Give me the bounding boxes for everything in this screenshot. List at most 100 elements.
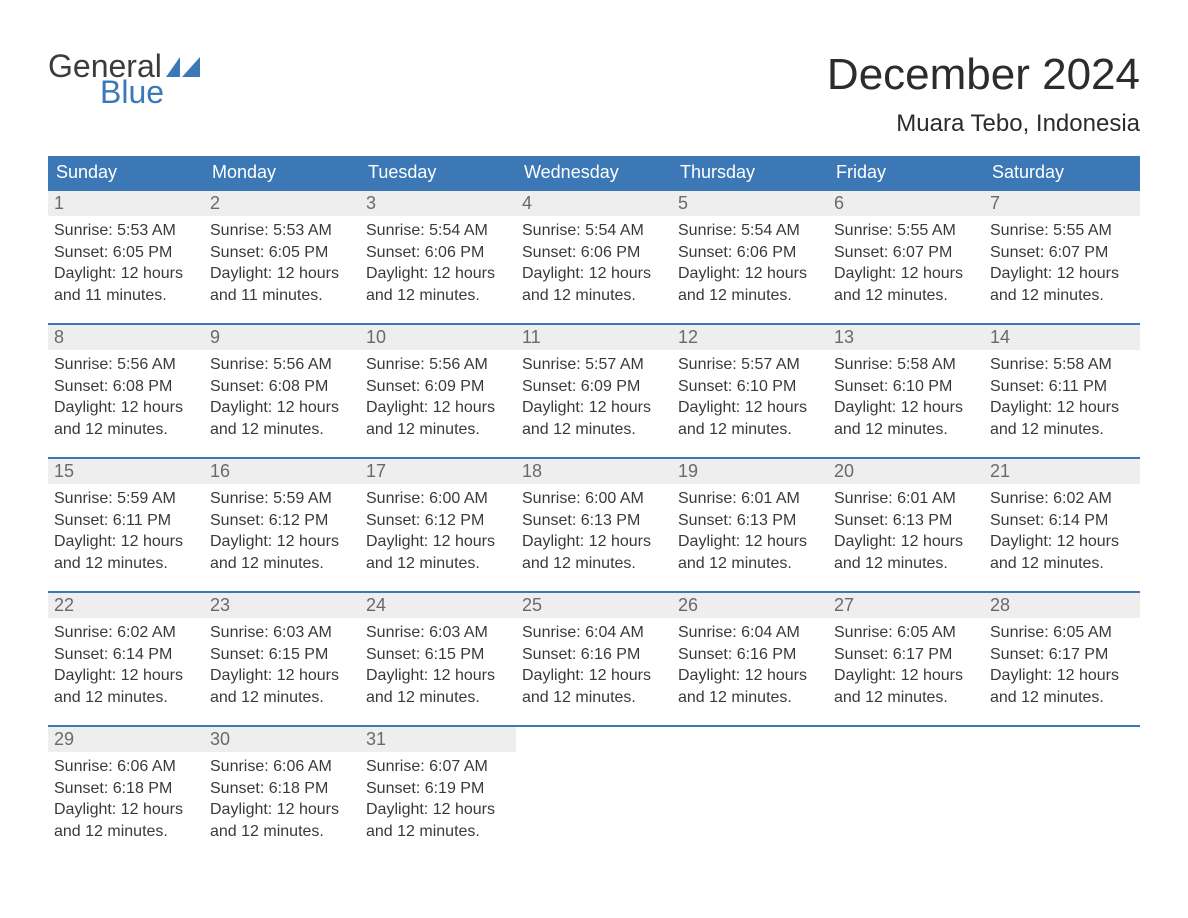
daylight-line: Daylight: 12 hours and 12 minutes. — [54, 397, 198, 440]
daylight-line: Daylight: 12 hours and 12 minutes. — [522, 263, 666, 306]
day-details: Sunrise: 6:01 AMSunset: 6:13 PMDaylight:… — [828, 484, 984, 574]
day-details: Sunrise: 6:05 AMSunset: 6:17 PMDaylight:… — [828, 618, 984, 708]
day-cell — [828, 727, 984, 845]
daylight-line: Daylight: 12 hours and 12 minutes. — [366, 799, 510, 842]
day-details: Sunrise: 5:54 AMSunset: 6:06 PMDaylight:… — [516, 216, 672, 306]
day-cell — [516, 727, 672, 845]
sunrise-line: Sunrise: 5:59 AM — [54, 488, 198, 510]
day-details: Sunrise: 5:56 AMSunset: 6:09 PMDaylight:… — [360, 350, 516, 440]
day-cell: 25Sunrise: 6:04 AMSunset: 6:16 PMDayligh… — [516, 593, 672, 711]
daylight-line: Daylight: 12 hours and 12 minutes. — [990, 665, 1134, 708]
day-number: 12 — [672, 325, 828, 350]
day-cell: 1Sunrise: 5:53 AMSunset: 6:05 PMDaylight… — [48, 191, 204, 309]
day-details: Sunrise: 5:54 AMSunset: 6:06 PMDaylight:… — [672, 216, 828, 306]
sunrise-line: Sunrise: 5:56 AM — [54, 354, 198, 376]
day-cell: 31Sunrise: 6:07 AMSunset: 6:19 PMDayligh… — [360, 727, 516, 845]
day-number: 28 — [984, 593, 1140, 618]
sunset-line: Sunset: 6:06 PM — [366, 242, 510, 264]
sunrise-line: Sunrise: 5:57 AM — [678, 354, 822, 376]
daylight-line: Daylight: 12 hours and 12 minutes. — [366, 665, 510, 708]
day-details: Sunrise: 5:57 AMSunset: 6:09 PMDaylight:… — [516, 350, 672, 440]
day-details: Sunrise: 6:05 AMSunset: 6:17 PMDaylight:… — [984, 618, 1140, 708]
sunset-line: Sunset: 6:18 PM — [210, 778, 354, 800]
daylight-line: Daylight: 12 hours and 12 minutes. — [678, 263, 822, 306]
day-number: 26 — [672, 593, 828, 618]
sunset-line: Sunset: 6:10 PM — [834, 376, 978, 398]
day-details: Sunrise: 6:03 AMSunset: 6:15 PMDaylight:… — [360, 618, 516, 708]
sunrise-line: Sunrise: 5:57 AM — [522, 354, 666, 376]
sunrise-line: Sunrise: 5:54 AM — [366, 220, 510, 242]
daylight-line: Daylight: 12 hours and 12 minutes. — [366, 397, 510, 440]
daylight-line: Daylight: 12 hours and 12 minutes. — [210, 531, 354, 574]
day-cell — [672, 727, 828, 845]
day-number: 17 — [360, 459, 516, 484]
day-cell: 19Sunrise: 6:01 AMSunset: 6:13 PMDayligh… — [672, 459, 828, 577]
daylight-line: Daylight: 12 hours and 12 minutes. — [990, 397, 1134, 440]
day-number: 24 — [360, 593, 516, 618]
day-cell: 17Sunrise: 6:00 AMSunset: 6:12 PMDayligh… — [360, 459, 516, 577]
daylight-line: Daylight: 12 hours and 12 minutes. — [210, 665, 354, 708]
week-row: 22Sunrise: 6:02 AMSunset: 6:14 PMDayligh… — [48, 591, 1140, 711]
daylight-line: Daylight: 12 hours and 12 minutes. — [54, 531, 198, 574]
sunrise-line: Sunrise: 6:06 AM — [210, 756, 354, 778]
sunset-line: Sunset: 6:10 PM — [678, 376, 822, 398]
day-cell: 18Sunrise: 6:00 AMSunset: 6:13 PMDayligh… — [516, 459, 672, 577]
sunset-line: Sunset: 6:18 PM — [54, 778, 198, 800]
day-number: 11 — [516, 325, 672, 350]
day-number: 15 — [48, 459, 204, 484]
title-block: December 2024 Muara Tebo, Indonesia — [827, 50, 1140, 138]
day-details: Sunrise: 5:55 AMSunset: 6:07 PMDaylight:… — [984, 216, 1140, 306]
daylight-line: Daylight: 12 hours and 12 minutes. — [678, 665, 822, 708]
day-details: Sunrise: 5:59 AMSunset: 6:12 PMDaylight:… — [204, 484, 360, 574]
sunrise-line: Sunrise: 5:59 AM — [210, 488, 354, 510]
day-number: 18 — [516, 459, 672, 484]
day-cell: 22Sunrise: 6:02 AMSunset: 6:14 PMDayligh… — [48, 593, 204, 711]
sunset-line: Sunset: 6:13 PM — [522, 510, 666, 532]
day-number: 16 — [204, 459, 360, 484]
daylight-line: Daylight: 12 hours and 12 minutes. — [54, 665, 198, 708]
sunset-line: Sunset: 6:05 PM — [210, 242, 354, 264]
daylight-line: Daylight: 12 hours and 12 minutes. — [522, 397, 666, 440]
sunset-line: Sunset: 6:17 PM — [834, 644, 978, 666]
day-number: 3 — [360, 191, 516, 216]
sunset-line: Sunset: 6:14 PM — [990, 510, 1134, 532]
sunrise-line: Sunrise: 6:00 AM — [522, 488, 666, 510]
weekday-header-row: Sunday Monday Tuesday Wednesday Thursday… — [48, 156, 1140, 189]
weekday-header: Monday — [204, 156, 360, 189]
daylight-line: Daylight: 12 hours and 12 minutes. — [834, 531, 978, 574]
day-number: 8 — [48, 325, 204, 350]
day-cell: 5Sunrise: 5:54 AMSunset: 6:06 PMDaylight… — [672, 191, 828, 309]
day-number: 6 — [828, 191, 984, 216]
sunset-line: Sunset: 6:19 PM — [366, 778, 510, 800]
day-details: Sunrise: 6:02 AMSunset: 6:14 PMDaylight:… — [48, 618, 204, 708]
sunrise-line: Sunrise: 5:53 AM — [54, 220, 198, 242]
day-cell: 4Sunrise: 5:54 AMSunset: 6:06 PMDaylight… — [516, 191, 672, 309]
sunrise-line: Sunrise: 6:02 AM — [54, 622, 198, 644]
sunrise-line: Sunrise: 6:06 AM — [54, 756, 198, 778]
day-number: 20 — [828, 459, 984, 484]
day-cell: 9Sunrise: 5:56 AMSunset: 6:08 PMDaylight… — [204, 325, 360, 443]
sunrise-line: Sunrise: 5:56 AM — [210, 354, 354, 376]
day-cell: 3Sunrise: 5:54 AMSunset: 6:06 PMDaylight… — [360, 191, 516, 309]
sunrise-line: Sunrise: 5:55 AM — [834, 220, 978, 242]
day-details: Sunrise: 6:06 AMSunset: 6:18 PMDaylight:… — [48, 752, 204, 842]
sunrise-line: Sunrise: 6:01 AM — [678, 488, 822, 510]
logo: General Blue — [48, 50, 200, 108]
sunrise-line: Sunrise: 6:02 AM — [990, 488, 1134, 510]
daylight-line: Daylight: 12 hours and 12 minutes. — [678, 397, 822, 440]
daylight-line: Daylight: 12 hours and 12 minutes. — [834, 397, 978, 440]
weekday-header: Tuesday — [360, 156, 516, 189]
day-cell: 29Sunrise: 6:06 AMSunset: 6:18 PMDayligh… — [48, 727, 204, 845]
day-number: 23 — [204, 593, 360, 618]
sunrise-line: Sunrise: 5:54 AM — [678, 220, 822, 242]
day-details: Sunrise: 5:57 AMSunset: 6:10 PMDaylight:… — [672, 350, 828, 440]
sunset-line: Sunset: 6:15 PM — [366, 644, 510, 666]
week-row: 15Sunrise: 5:59 AMSunset: 6:11 PMDayligh… — [48, 457, 1140, 577]
day-details: Sunrise: 5:53 AMSunset: 6:05 PMDaylight:… — [204, 216, 360, 306]
daylight-line: Daylight: 12 hours and 12 minutes. — [990, 531, 1134, 574]
sunrise-line: Sunrise: 5:58 AM — [834, 354, 978, 376]
day-cell: 8Sunrise: 5:56 AMSunset: 6:08 PMDaylight… — [48, 325, 204, 443]
day-details: Sunrise: 5:55 AMSunset: 6:07 PMDaylight:… — [828, 216, 984, 306]
weekday-header: Friday — [828, 156, 984, 189]
day-details: Sunrise: 6:03 AMSunset: 6:15 PMDaylight:… — [204, 618, 360, 708]
